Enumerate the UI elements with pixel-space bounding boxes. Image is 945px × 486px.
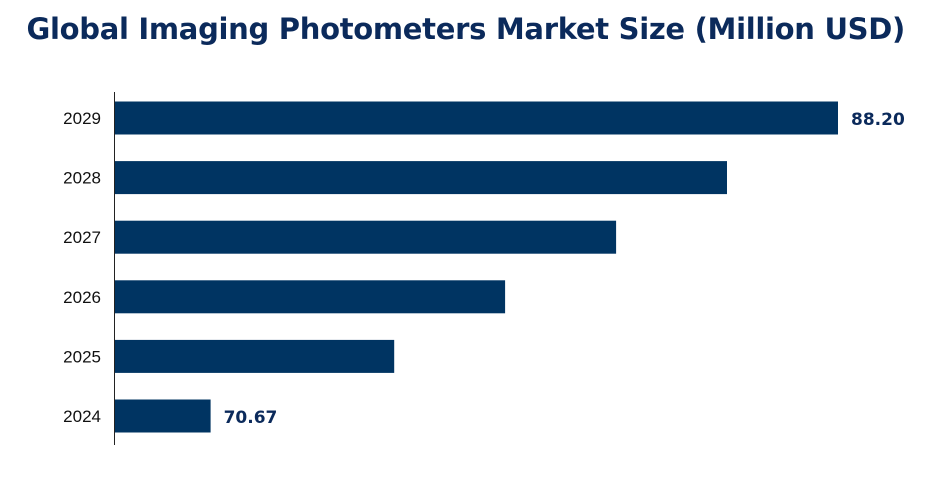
bar-2026 <box>115 280 506 314</box>
category-label-2024: 2024 <box>63 407 101 426</box>
bar-2024 <box>115 399 211 433</box>
category-label-2025: 2025 <box>63 347 101 366</box>
value-label-2024: 70.67 <box>224 408 278 428</box>
bar-2025 <box>115 339 395 373</box>
bar-2029 <box>115 101 838 135</box>
category-label-2028: 2028 <box>63 169 101 188</box>
category-label-2027: 2027 <box>63 228 101 247</box>
bar-2027 <box>115 220 617 254</box>
category-label-2026: 2026 <box>63 288 101 307</box>
category-label-2029: 2029 <box>63 109 101 128</box>
value-label-2029: 88.20 <box>851 110 905 130</box>
chart-title: Global Imaging Photometers Market Size (… <box>26 12 905 46</box>
labels-group: 2029 88.20 2028 2027 2026 2025 2024 70.67 <box>63 109 905 428</box>
bars-group <box>115 101 838 433</box>
bar-2028 <box>115 161 727 195</box>
